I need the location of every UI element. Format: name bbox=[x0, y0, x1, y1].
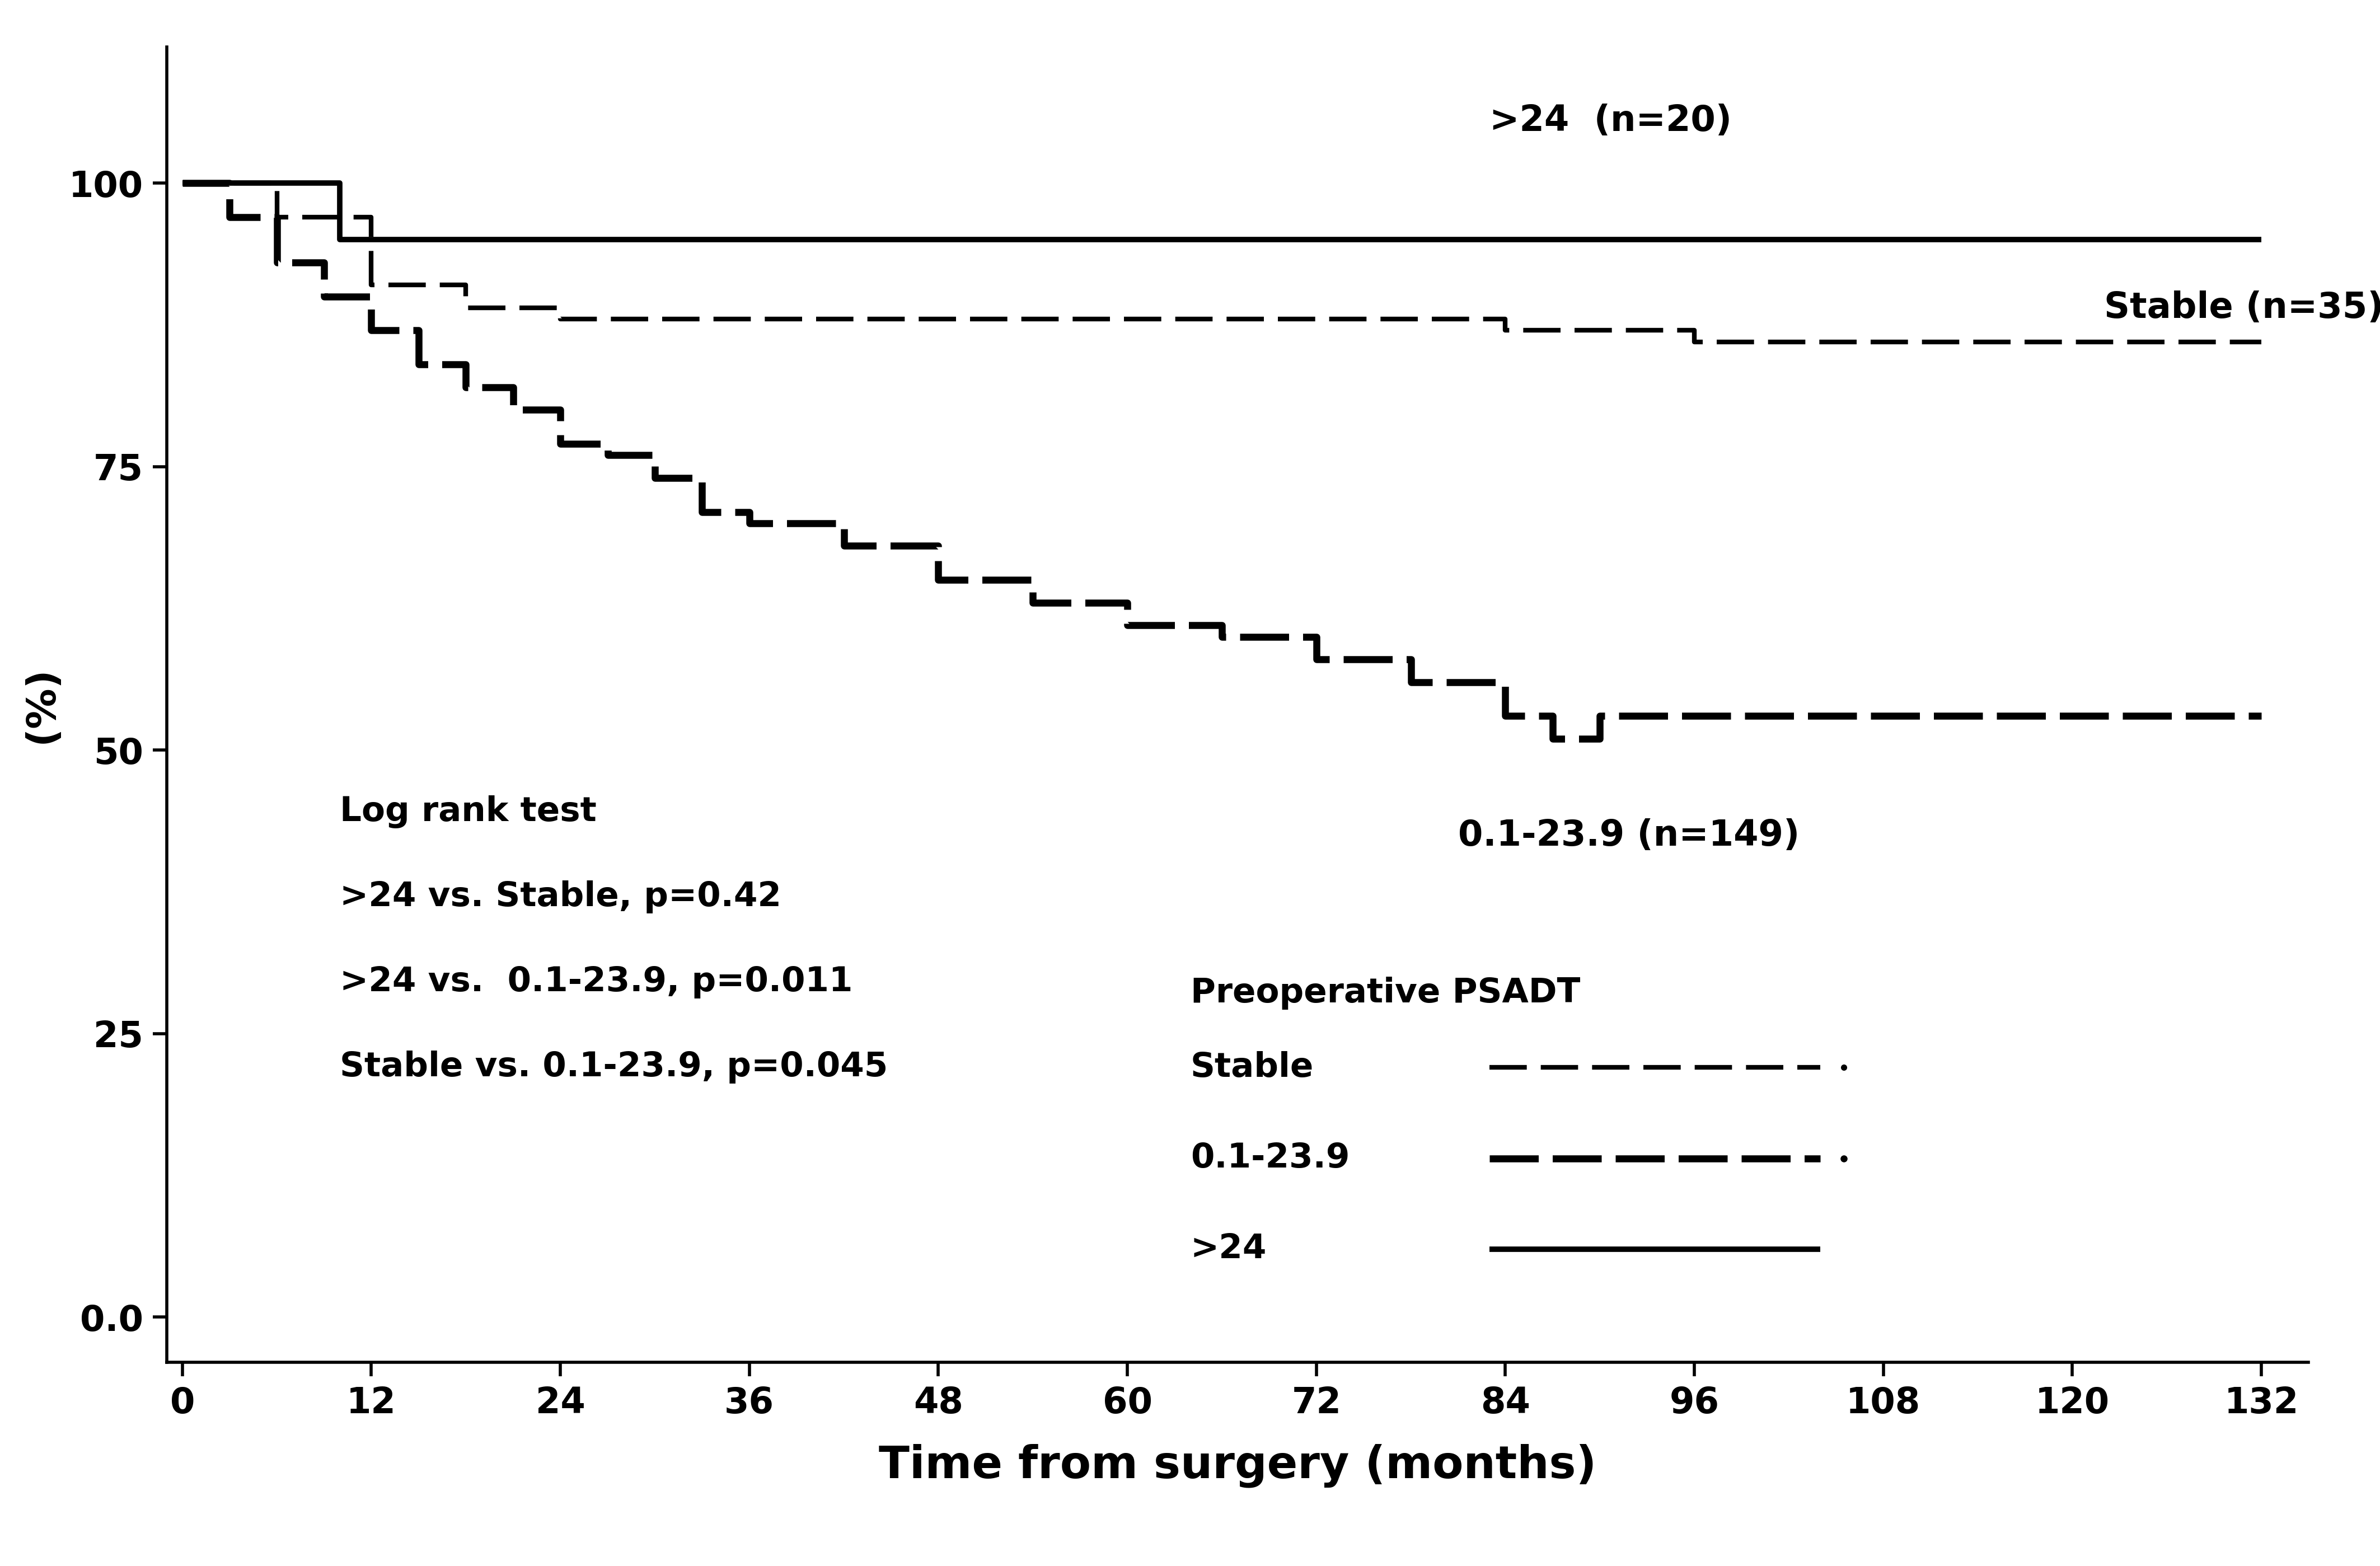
Text: >24: >24 bbox=[1190, 1232, 1266, 1265]
Text: Stable vs. 0.1-23.9, p=0.045: Stable vs. 0.1-23.9, p=0.045 bbox=[340, 1051, 888, 1084]
Text: >24 vs. Stable, p=0.42: >24 vs. Stable, p=0.42 bbox=[340, 880, 781, 913]
Text: 0.1-23.9: 0.1-23.9 bbox=[1190, 1142, 1349, 1174]
X-axis label: Time from surgery (months): Time from surgery (months) bbox=[878, 1444, 1597, 1488]
Text: Stable (n=35): Stable (n=35) bbox=[2104, 290, 2380, 326]
Y-axis label: (%): (%) bbox=[21, 666, 62, 744]
Text: >24  (n=20): >24 (n=20) bbox=[1490, 103, 1733, 138]
Text: >24 vs.  0.1-23.9, p=0.011: >24 vs. 0.1-23.9, p=0.011 bbox=[340, 966, 852, 999]
Text: Preoperative PSADT: Preoperative PSADT bbox=[1190, 977, 1580, 1010]
Text: Log rank test: Log rank test bbox=[340, 796, 597, 828]
Text: 0.1-23.9 (n=149): 0.1-23.9 (n=149) bbox=[1459, 817, 1799, 853]
Text: Stable: Stable bbox=[1190, 1051, 1314, 1084]
